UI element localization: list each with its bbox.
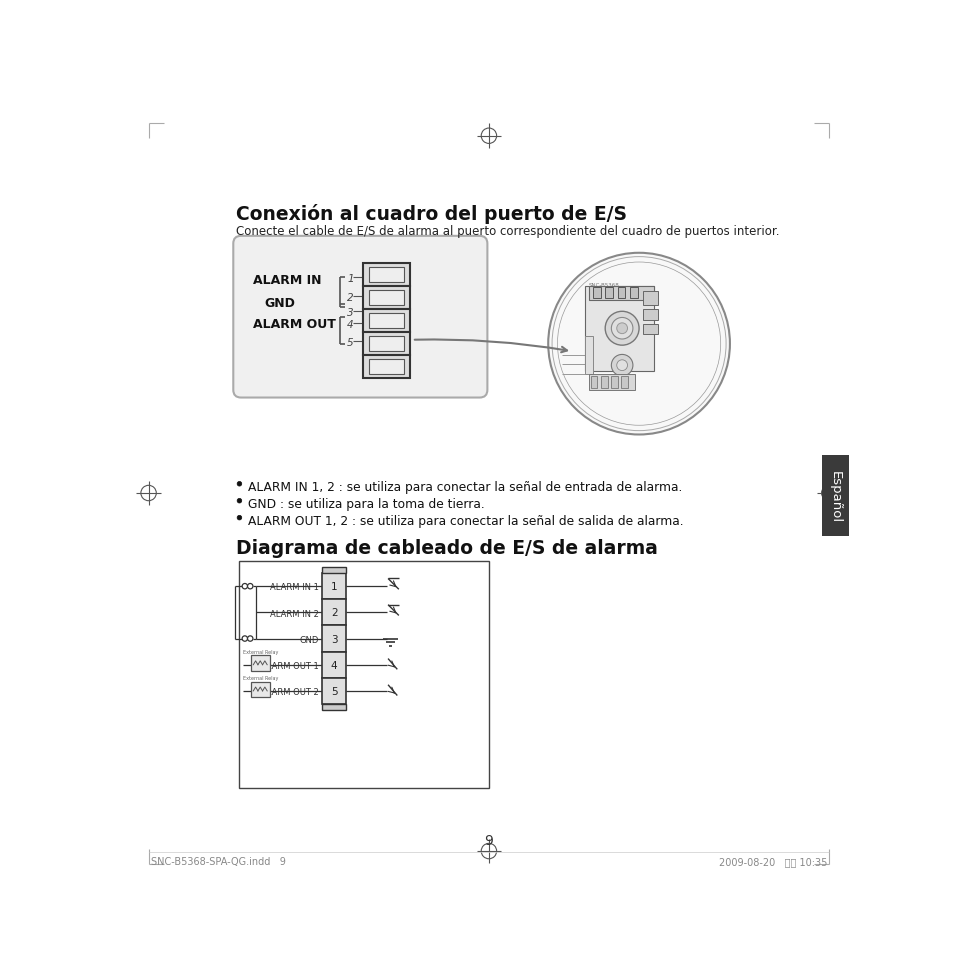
Circle shape xyxy=(616,324,627,334)
Bar xyxy=(369,314,404,329)
Bar xyxy=(321,652,346,678)
Bar xyxy=(604,289,612,299)
Bar xyxy=(642,292,658,306)
Text: 5: 5 xyxy=(347,338,354,348)
Bar xyxy=(321,704,346,710)
Text: GND: GND xyxy=(264,296,294,310)
Circle shape xyxy=(242,637,247,642)
Text: SNC-B5368-SPA-QG.indd   9: SNC-B5368-SPA-QG.indd 9 xyxy=(151,856,286,866)
Bar xyxy=(821,456,847,537)
Text: 1: 1 xyxy=(347,274,354,284)
Bar xyxy=(251,656,270,671)
Bar xyxy=(321,626,346,652)
Circle shape xyxy=(616,361,627,372)
Circle shape xyxy=(247,637,253,642)
Text: Conexión al cuadro del puerto de E/S: Conexión al cuadro del puerto de E/S xyxy=(235,204,626,224)
Bar xyxy=(600,377,607,389)
Circle shape xyxy=(237,482,241,487)
Text: ALARM OUT 2: ALARM OUT 2 xyxy=(261,688,318,696)
Text: 1: 1 xyxy=(331,582,337,592)
Circle shape xyxy=(604,312,639,346)
Bar xyxy=(590,377,597,389)
Bar xyxy=(321,567,346,573)
Text: Español: Español xyxy=(827,470,841,522)
Bar xyxy=(321,678,346,704)
Bar xyxy=(617,289,624,299)
Circle shape xyxy=(611,355,632,377)
Bar xyxy=(369,360,404,375)
Text: 4: 4 xyxy=(331,660,337,670)
Text: ALARM IN: ALARM IN xyxy=(253,274,321,287)
Bar xyxy=(592,289,600,299)
FancyBboxPatch shape xyxy=(233,237,487,398)
Bar xyxy=(642,325,658,335)
Bar xyxy=(321,573,346,600)
Bar xyxy=(629,289,637,299)
Bar xyxy=(362,263,410,287)
Bar xyxy=(362,356,410,378)
Text: Conecte el cable de E/S de alarma al puerto correspondiente del cuadro de puerto: Conecte el cable de E/S de alarma al pue… xyxy=(235,225,779,238)
Text: ALARM OUT 1, 2 : se utiliza para conectar la señal de salida de alarma.: ALARM OUT 1, 2 : se utiliza para conecta… xyxy=(248,514,682,527)
Bar xyxy=(369,267,404,283)
Bar xyxy=(610,377,617,389)
Bar xyxy=(369,336,404,352)
Bar xyxy=(362,333,410,356)
Text: SNC-B5368: SNC-B5368 xyxy=(588,283,619,288)
Text: ALARM IN 2: ALARM IN 2 xyxy=(270,609,318,618)
Text: ALARM OUT 1: ALARM OUT 1 xyxy=(261,661,318,670)
Bar xyxy=(584,287,654,372)
Text: ALARM IN 1: ALARM IN 1 xyxy=(270,583,318,592)
Text: 5: 5 xyxy=(331,687,337,696)
Bar xyxy=(321,600,346,626)
Text: Diagrama de cableado de E/S de alarma: Diagrama de cableado de E/S de alarma xyxy=(235,539,657,557)
Text: 4: 4 xyxy=(347,320,354,330)
Text: ALARM OUT: ALARM OUT xyxy=(253,317,335,331)
Circle shape xyxy=(237,515,241,520)
Bar xyxy=(362,287,410,310)
Bar xyxy=(620,377,627,389)
Text: External Relay: External Relay xyxy=(243,676,278,681)
Text: 2: 2 xyxy=(347,292,354,303)
Circle shape xyxy=(548,253,729,435)
Text: GND: GND xyxy=(299,635,318,645)
Bar xyxy=(584,336,592,375)
Bar xyxy=(251,682,270,697)
Bar xyxy=(369,290,404,306)
Bar xyxy=(642,310,658,321)
Text: 3: 3 xyxy=(331,634,337,644)
Bar xyxy=(588,375,635,390)
Text: External Relay: External Relay xyxy=(243,649,278,654)
Text: 2009-08-20   오전 10:35: 2009-08-20 오전 10:35 xyxy=(718,856,826,866)
Text: 9: 9 xyxy=(484,832,493,847)
Text: 2: 2 xyxy=(331,607,337,618)
Text: 3: 3 xyxy=(347,308,354,318)
Circle shape xyxy=(242,584,247,590)
Text: ALARM IN 1, 2 : se utiliza para conectar la señal de entrada de alarma.: ALARM IN 1, 2 : se utiliza para conectar… xyxy=(248,480,681,494)
Circle shape xyxy=(247,584,253,590)
Bar xyxy=(588,287,654,300)
Circle shape xyxy=(237,499,241,504)
Bar xyxy=(238,561,489,788)
Text: GND : se utiliza para la toma de tierra.: GND : se utiliza para la toma de tierra. xyxy=(248,498,484,511)
Bar xyxy=(362,310,410,333)
Circle shape xyxy=(611,318,632,339)
